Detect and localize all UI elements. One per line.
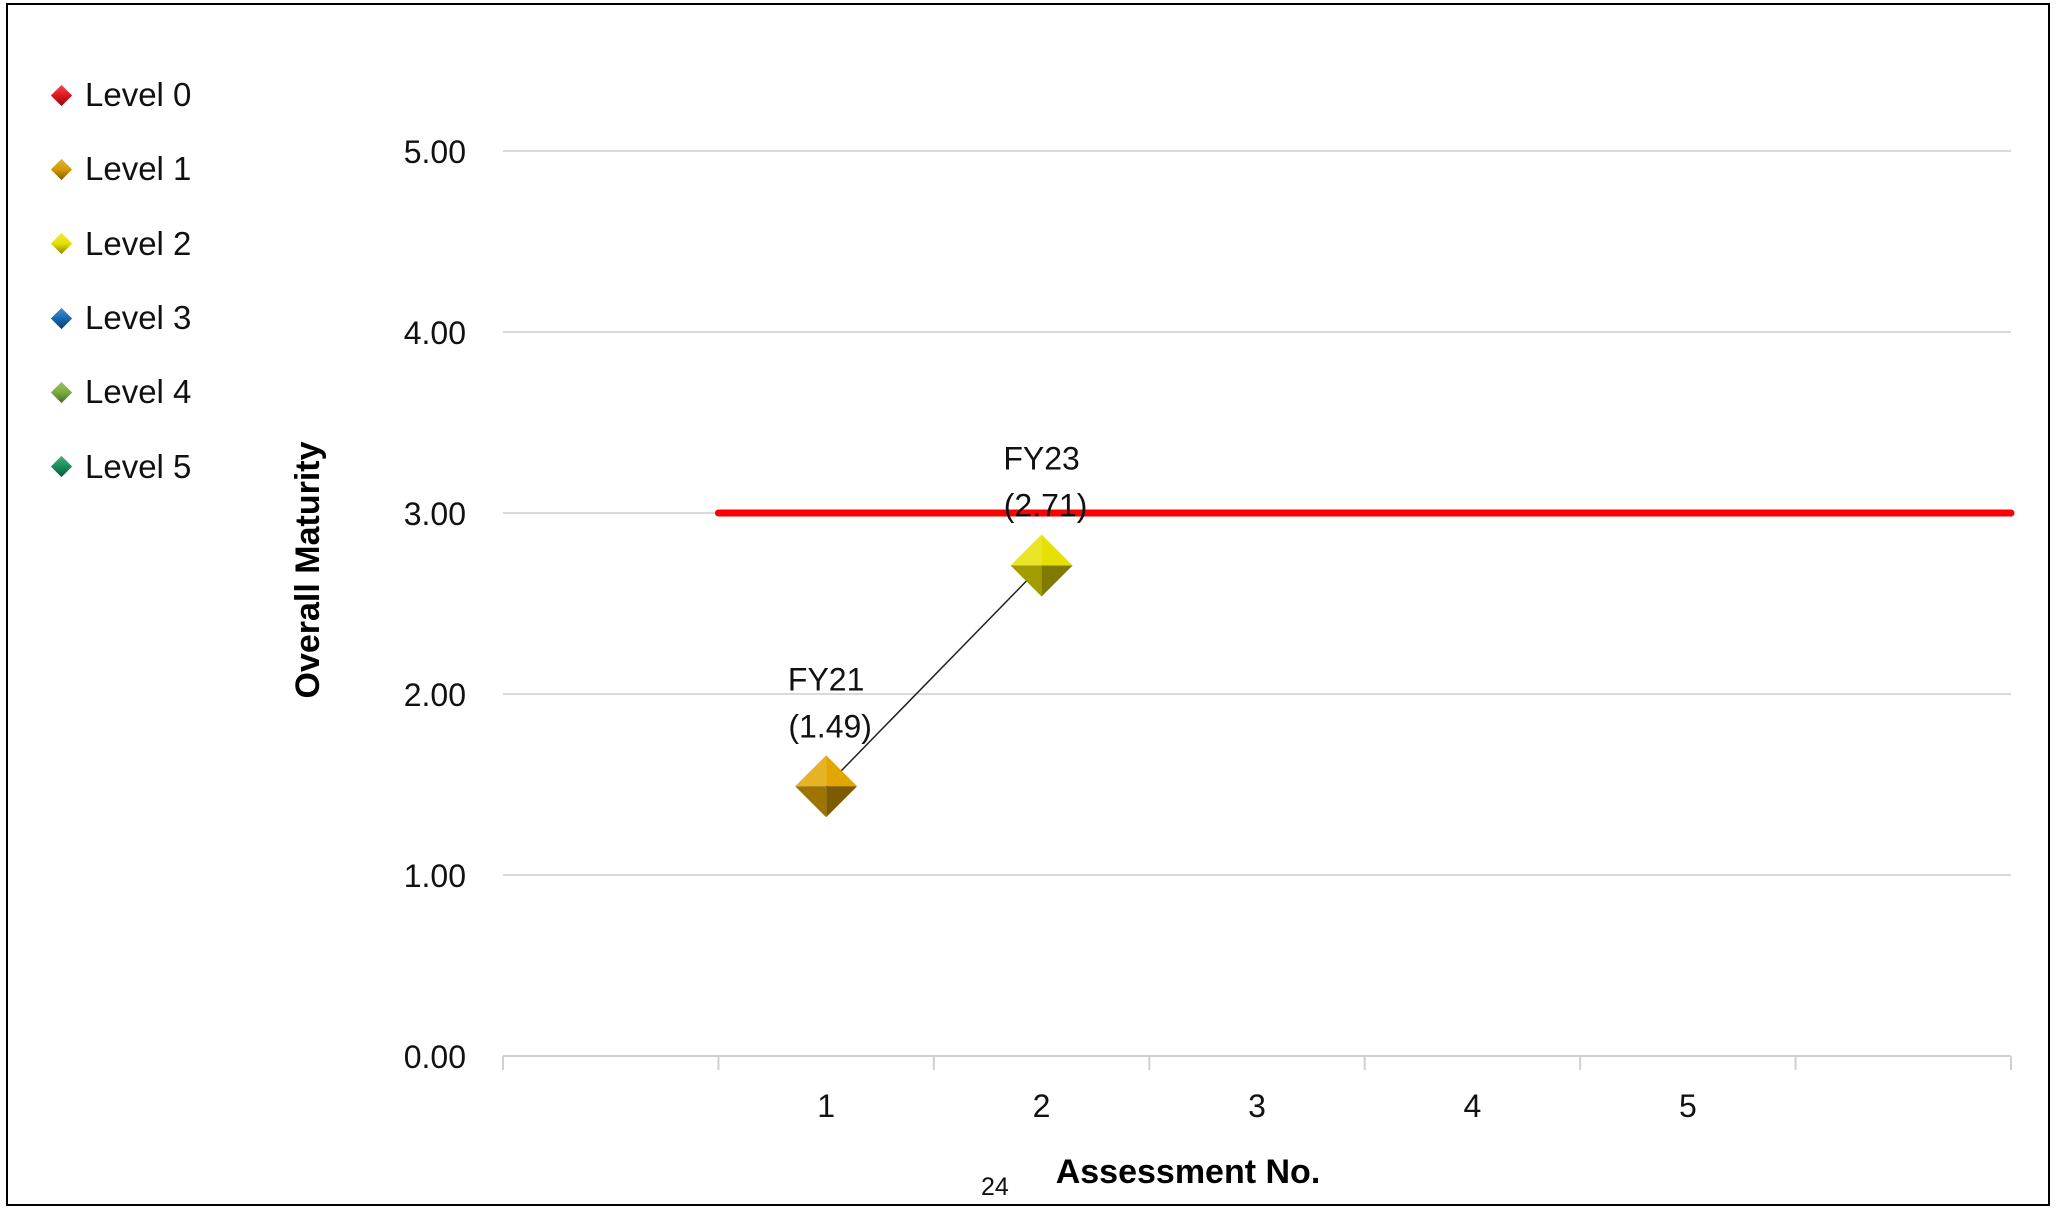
- legend-diamond-icon: [50, 233, 73, 255]
- x-axis-title: Assessment No.: [1056, 1153, 1321, 1191]
- data-label-value: (2.71): [1004, 487, 1088, 523]
- y-tick-label: 4.00: [404, 315, 466, 351]
- page-number: 24: [981, 1173, 1009, 1201]
- y-tick-label: 2.00: [404, 677, 466, 713]
- legend-label: Level 0: [85, 76, 192, 114]
- legend-label: Level 2: [85, 224, 192, 262]
- legend-diamond-icon: [50, 84, 73, 106]
- legend-item: Level 2: [50, 207, 192, 281]
- y-tick-label: 1.00: [404, 858, 466, 894]
- x-tick-label: 1: [817, 1088, 835, 1124]
- data-label-value: (1.49): [788, 708, 872, 744]
- legend-diamond-icon: [50, 158, 73, 181]
- legend-item: Level 4: [50, 355, 192, 429]
- legend-item: Level 5: [50, 429, 192, 503]
- x-tick-label: 3: [1248, 1088, 1266, 1124]
- x-tick-label: 2: [1033, 1088, 1051, 1124]
- data-label-year: FY21: [788, 661, 864, 697]
- legend-label: Level 3: [85, 299, 192, 337]
- legend-diamond-icon: [50, 381, 73, 403]
- legend-diamond-icon: [50, 307, 73, 329]
- legend-label: Level 4: [85, 373, 192, 411]
- chart-frame: [6, 3, 2050, 1206]
- legend-label: Level 1: [85, 150, 192, 188]
- y-axis-title: Overall Maturity: [289, 441, 327, 698]
- y-tick-label: 5.00: [404, 134, 466, 170]
- data-point-marker: [795, 755, 858, 818]
- data-label-year: FY23: [1003, 440, 1079, 476]
- x-tick-label: 4: [1464, 1088, 1482, 1124]
- series-connector: [825, 564, 1043, 787]
- y-tick-label: 0.00: [404, 1039, 466, 1075]
- legend-diamond-icon: [50, 456, 73, 478]
- chart-legend: Level 0 Level 1 Level 2 Level 3 Level 4 Level…: [50, 58, 192, 504]
- legend-item: Level 0: [50, 58, 192, 132]
- data-point-marker: [1010, 534, 1073, 597]
- x-tick-label: 5: [1679, 1088, 1697, 1124]
- y-tick-label: 3.00: [404, 496, 466, 532]
- legend-label: Level 5: [85, 447, 192, 485]
- legend-item: Level 3: [50, 281, 192, 355]
- legend-item: Level 1: [50, 132, 192, 206]
